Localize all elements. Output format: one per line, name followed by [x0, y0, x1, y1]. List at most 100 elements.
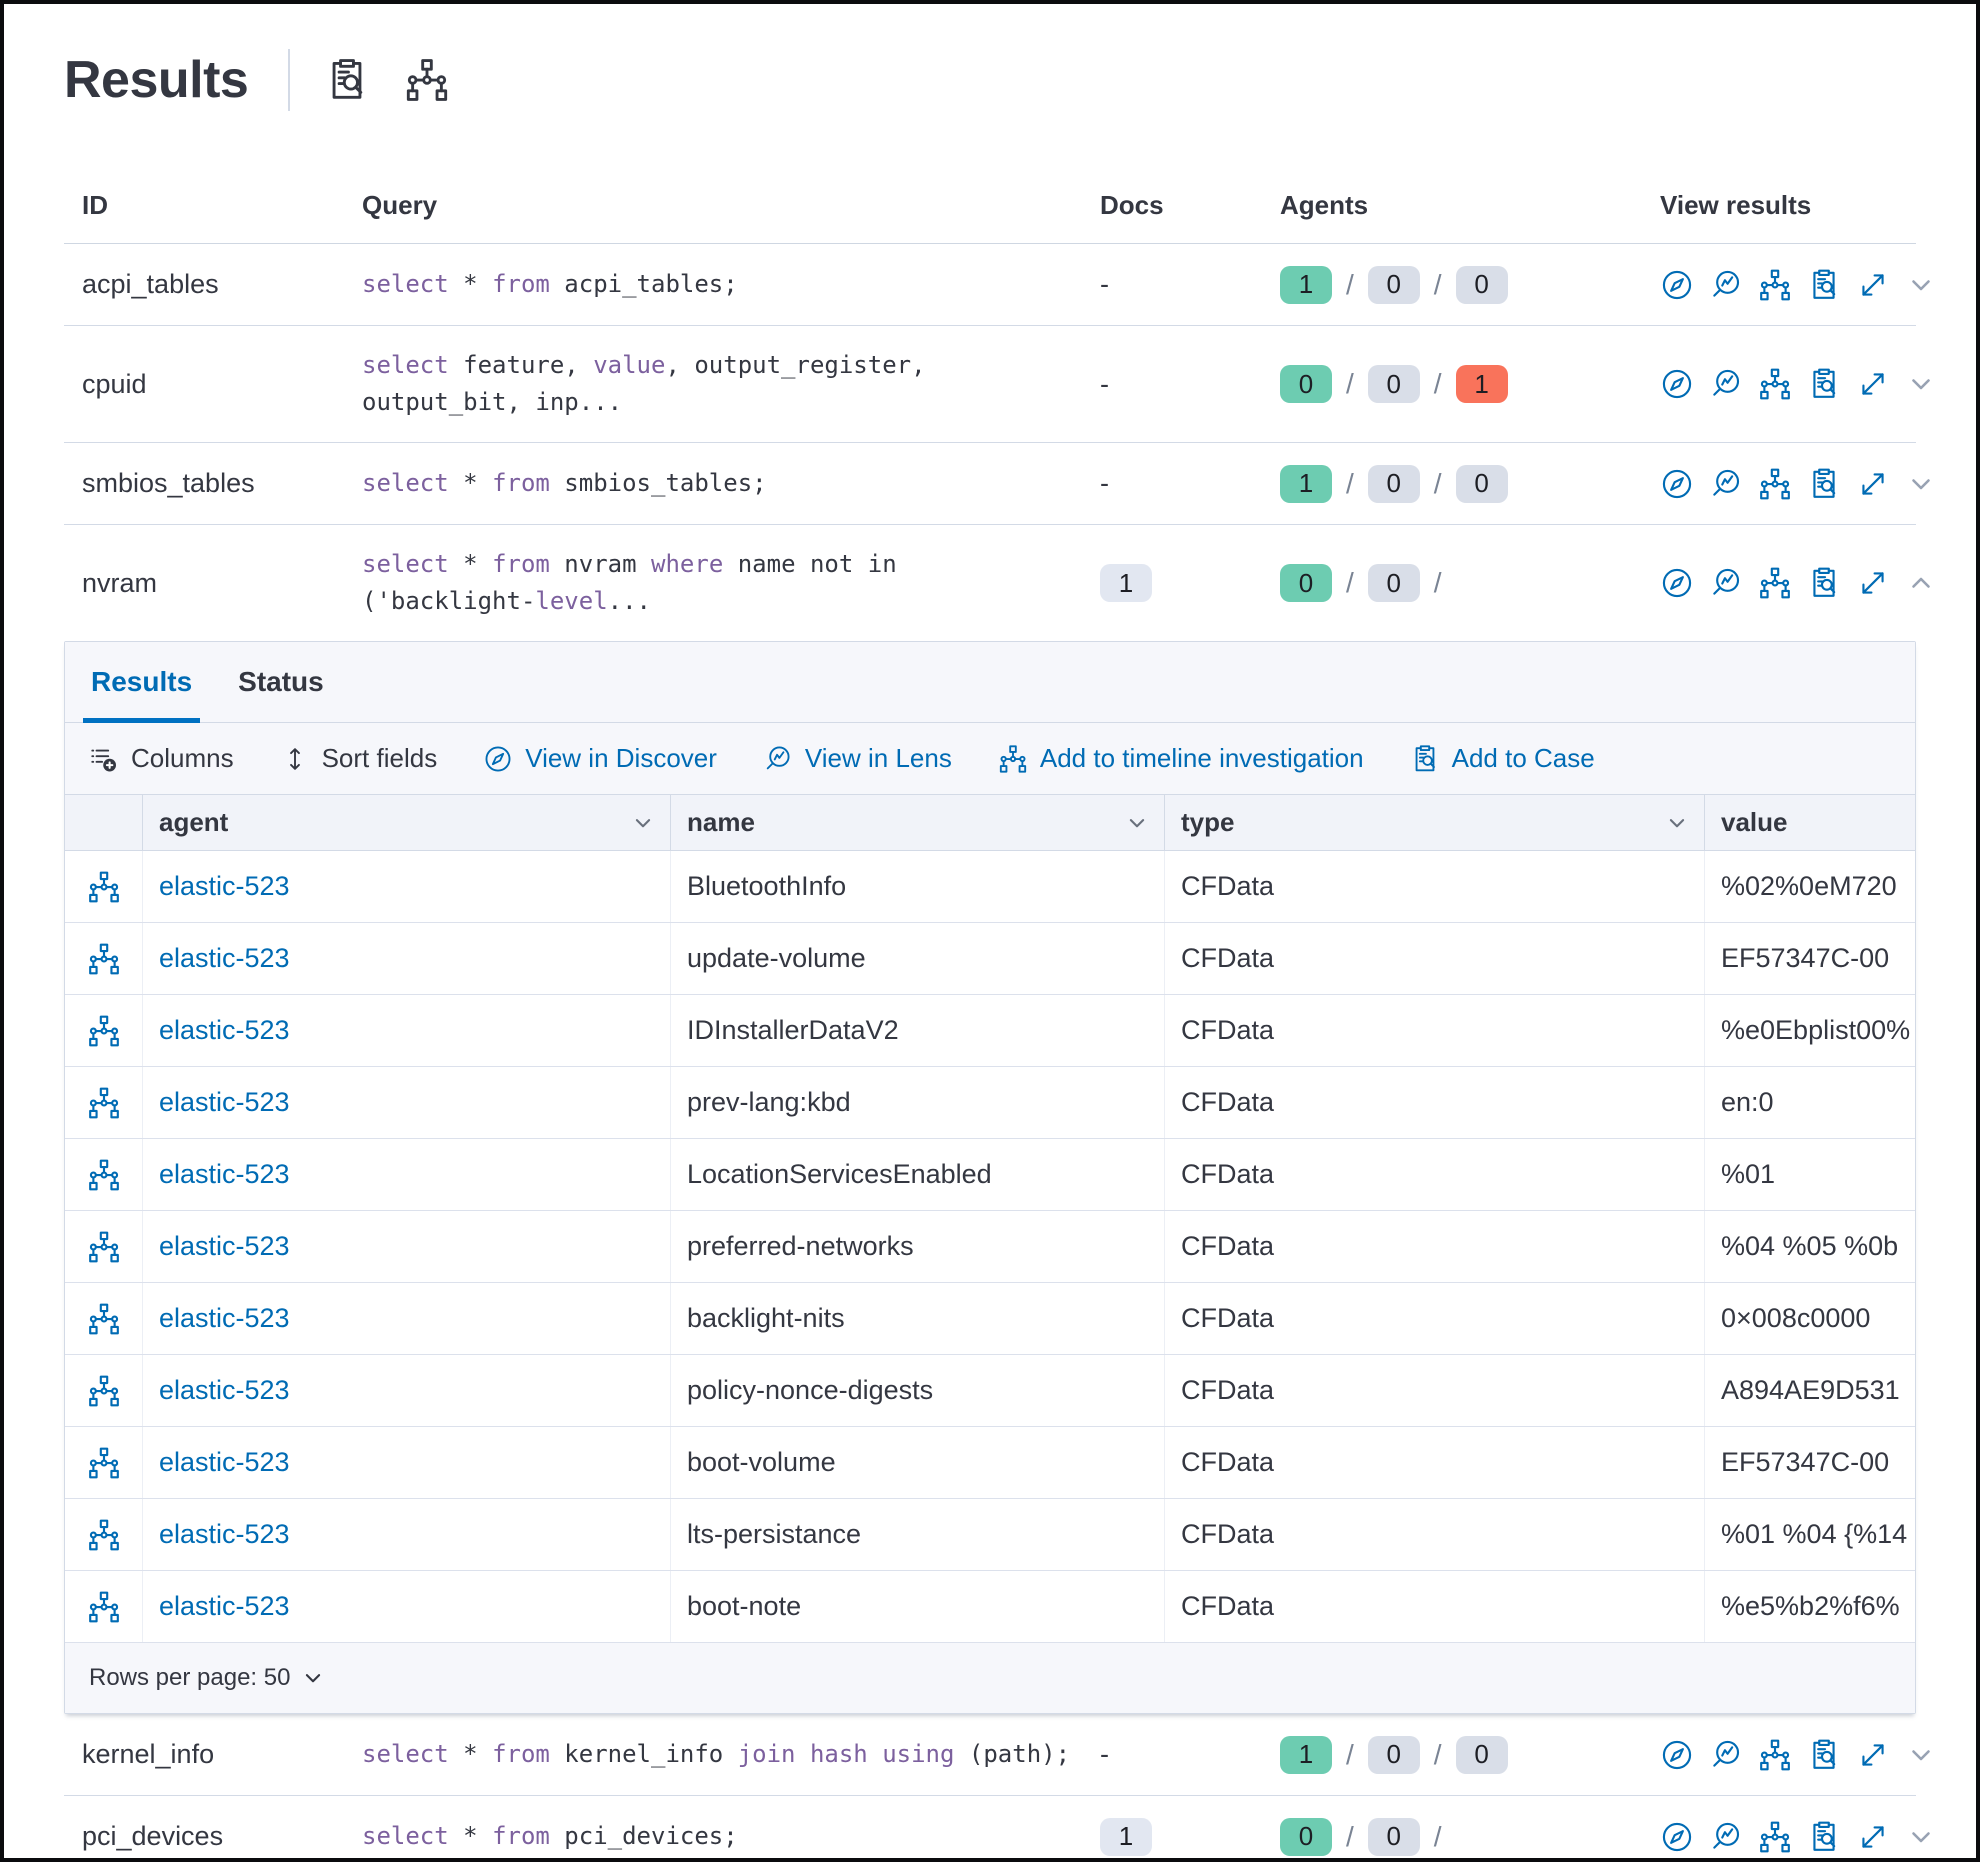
expand-icon[interactable] [1856, 1738, 1890, 1772]
discover-icon[interactable] [1660, 566, 1694, 600]
discover-icon[interactable] [1660, 1820, 1694, 1854]
timeline-icon[interactable] [1758, 1738, 1792, 1772]
inspect-icon[interactable] [1807, 1738, 1841, 1772]
agent-link[interactable]: elastic-523 [159, 943, 290, 973]
timeline-icon[interactable] [87, 1158, 121, 1192]
toolbar-view-in-lens[interactable]: View in Lens [763, 743, 952, 774]
grid-column-header-name[interactable]: name [671, 795, 1165, 850]
timeline-icon[interactable] [87, 1446, 121, 1480]
inspect-icon[interactable] [1807, 1820, 1841, 1854]
query-row: nvram select * from nvram where name not… [64, 525, 1930, 641]
expand-icon[interactable] [1856, 367, 1890, 401]
timeline-icon[interactable] [87, 1230, 121, 1264]
toolbar-add-to-timeline-investigation[interactable]: Add to timeline investigation [998, 743, 1364, 774]
lens-icon[interactable] [1709, 467, 1743, 501]
timeline-icon[interactable] [87, 1302, 121, 1336]
value-cell: %04 %05 %0b [1721, 1231, 1899, 1261]
row-control-cell [65, 1139, 143, 1210]
agent-link[interactable]: elastic-523 [159, 1087, 290, 1117]
inspect-icon[interactable] [1807, 367, 1841, 401]
lens-icon[interactable] [1709, 367, 1743, 401]
lens-icon[interactable] [1709, 1738, 1743, 1772]
badge-separator: / [1346, 1738, 1354, 1770]
timeline-icon[interactable] [1758, 1820, 1792, 1854]
expand-icon[interactable] [1856, 1820, 1890, 1854]
row-control-cell [65, 995, 143, 1066]
agents-pending-badge: 0 [1367, 564, 1420, 602]
tab-status[interactable]: Status [238, 666, 324, 697]
value-cell: A894AE9D531 [1721, 1375, 1900, 1405]
timeline-icon[interactable] [1758, 566, 1792, 600]
timeline-icon[interactable] [1758, 268, 1792, 302]
pack-icon[interactable] [404, 57, 450, 103]
agent-link[interactable]: elastic-523 [159, 1591, 290, 1621]
discover-icon[interactable] [1660, 467, 1694, 501]
discover-icon[interactable] [1660, 1738, 1694, 1772]
chevron-down-icon[interactable] [1905, 1821, 1937, 1853]
timeline-icon[interactable] [87, 942, 121, 976]
timeline-icon[interactable] [87, 1086, 121, 1120]
agents-success-badge: 1 [1280, 265, 1332, 304]
expand-icon[interactable] [1856, 268, 1890, 302]
tab-results[interactable]: Results [82, 642, 201, 723]
agent-link[interactable]: elastic-523 [159, 1015, 290, 1045]
toolbar-item-label: Columns [131, 743, 234, 773]
query-id: pci_devices [82, 1821, 224, 1851]
toolbar-view-in-discover[interactable]: View in Discover [483, 743, 717, 774]
expand-icon[interactable] [1856, 467, 1890, 501]
timeline-icon[interactable] [87, 1014, 121, 1048]
timeline-icon[interactable] [87, 1374, 121, 1408]
chevron-down-icon[interactable] [1905, 1739, 1937, 1771]
agents-failed-badge: 0 [1455, 1735, 1508, 1774]
type-cell: CFData [1165, 1355, 1705, 1426]
live-query-details-icon[interactable] [324, 57, 370, 103]
grid-column-header-type[interactable]: type [1165, 795, 1705, 850]
toolbar-sort-fields[interactable]: Sort fields [280, 743, 437, 774]
lens-icon[interactable] [1709, 268, 1743, 302]
columns-icon [89, 744, 119, 774]
queries-table-header: ID Query Docs Agents View results [64, 164, 1916, 244]
query-id: acpi_tables [82, 269, 219, 299]
chevron-down-icon[interactable] [1905, 368, 1937, 400]
grid-header-control [65, 795, 143, 850]
rows-per-page-control[interactable]: Rows per page: 50 [89, 1664, 326, 1692]
toolbar-item-label: View in Lens [804, 743, 952, 773]
agent-link[interactable]: elastic-523 [159, 1231, 290, 1261]
expand-icon[interactable] [1856, 566, 1890, 600]
chevron-up-icon[interactable] [1905, 567, 1937, 599]
agent-link[interactable]: elastic-523 [159, 1159, 290, 1189]
lens-icon[interactable] [1709, 1820, 1743, 1854]
agent-link[interactable]: elastic-523 [159, 1375, 290, 1405]
result-row: elastic-523 update-volume CFData EF57347… [65, 923, 1915, 995]
docs-count: 1 [1082, 564, 1262, 602]
discover-icon[interactable] [1660, 367, 1694, 401]
grid-column-header-agent[interactable]: agent [143, 795, 671, 850]
toolbar-add-to-case[interactable]: Add to Case [1410, 743, 1595, 774]
timeline-icon[interactable] [87, 1518, 121, 1552]
timeline-icon[interactable] [1758, 367, 1792, 401]
chevron-down-icon[interactable] [1905, 468, 1937, 500]
inspect-icon[interactable] [1807, 467, 1841, 501]
chevron-down-icon[interactable] [1905, 269, 1937, 301]
query-sql: select * from acpi_tables; [362, 270, 738, 298]
lens-icon[interactable] [1709, 566, 1743, 600]
results-grid-footer: Rows per page: 50 [65, 1643, 1915, 1713]
name-cell: boot-note [671, 1571, 1165, 1642]
timeline-icon[interactable] [1758, 467, 1792, 501]
inspect-icon[interactable] [1807, 566, 1841, 600]
discover-icon[interactable] [1660, 268, 1694, 302]
agent-link[interactable]: elastic-523 [159, 1303, 290, 1333]
inspect-icon[interactable] [1807, 268, 1841, 302]
agent-cell: elastic-523 [143, 1067, 671, 1138]
sort-icon [280, 744, 310, 774]
agent-link[interactable]: elastic-523 [159, 1519, 290, 1549]
query-id: cpuid [82, 368, 147, 399]
grid-column-header-value[interactable]: value [1705, 795, 1915, 850]
timeline-icon[interactable] [87, 870, 121, 904]
agent-link[interactable]: elastic-523 [159, 871, 290, 901]
agent-link[interactable]: elastic-523 [159, 1447, 290, 1477]
toolbar-columns[interactable]: Columns [89, 743, 234, 774]
badge-separator: / [1346, 1820, 1354, 1852]
timeline-icon[interactable] [87, 1590, 121, 1624]
query-sql: select * from nvram where name not in ('… [362, 550, 897, 615]
